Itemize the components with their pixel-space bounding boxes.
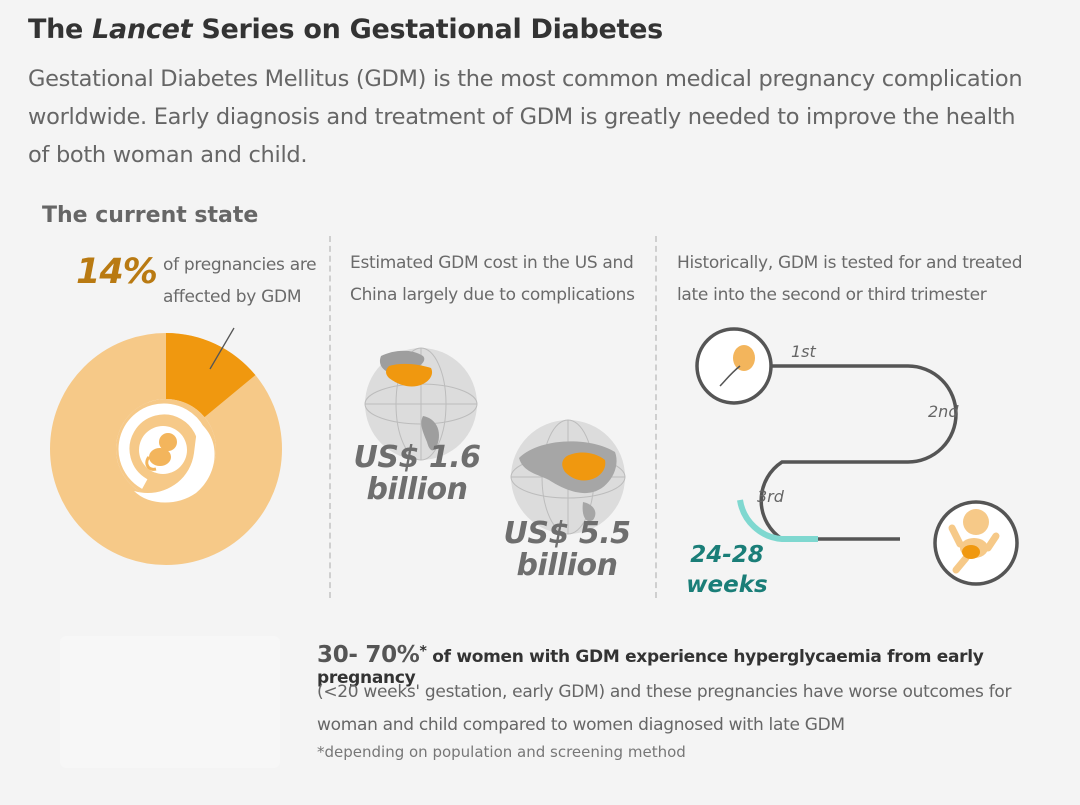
donut-slice-gdm (166, 333, 256, 418)
timeline-highlight-24-28-weeks (737, 499, 818, 542)
trimester-2nd-label: 2nd (928, 402, 959, 421)
prevalence-percent: 14% (76, 252, 158, 292)
trimester-1st-label: 1st (791, 342, 816, 361)
early-gdm-statement: 30- 70%* of women with GDM experience hy… (317, 642, 984, 688)
column-divider-2 (655, 236, 657, 598)
timeline-track (740, 364, 958, 541)
early-gdm-detail: (<20 weeks' gestation, early GDM) and th… (317, 682, 1012, 735)
usa-map-highlight (386, 363, 433, 387)
timeline-caption: Historically, GDM is tested for and trea… (677, 253, 1023, 305)
prevalence-donut-chart (50, 327, 282, 565)
trimester-3rd-label: 3rd (757, 487, 784, 506)
globe-americas-icon (364, 347, 478, 461)
baby-icon (933, 500, 1019, 586)
weeks-range-label: 24-28 weeks (686, 542, 768, 598)
early-gdm-percent: 30- 70% (317, 642, 420, 668)
journal-name: Lancet (92, 14, 193, 45)
page-title: The Lancet Series on Gestational Diabete… (28, 14, 663, 45)
image-placeholder (60, 636, 280, 768)
fetus-icon (116, 399, 216, 503)
column-divider-1 (329, 236, 331, 598)
globe-asia-icon (510, 419, 626, 535)
us-cost-label: US$ 1.6 billion (353, 440, 481, 507)
china-map-highlight (562, 452, 606, 481)
pregnancy-timeline-diagram (695, 327, 1019, 586)
donut-pointer-line (209, 327, 235, 370)
egg-sperm-icon (695, 327, 773, 405)
intro-text: Gestational Diabetes Mellitus (GDM) is t… (28, 66, 1023, 168)
china-cost-label: US$ 5.5 billion (503, 516, 631, 583)
cost-caption: Estimated GDM cost in the US and China l… (350, 253, 635, 305)
prevalence-caption: of pregnancies are affected by GDM (163, 255, 317, 307)
footnote: *depending on population and screening m… (317, 743, 686, 761)
section-heading-current-state: The current state (42, 203, 259, 228)
